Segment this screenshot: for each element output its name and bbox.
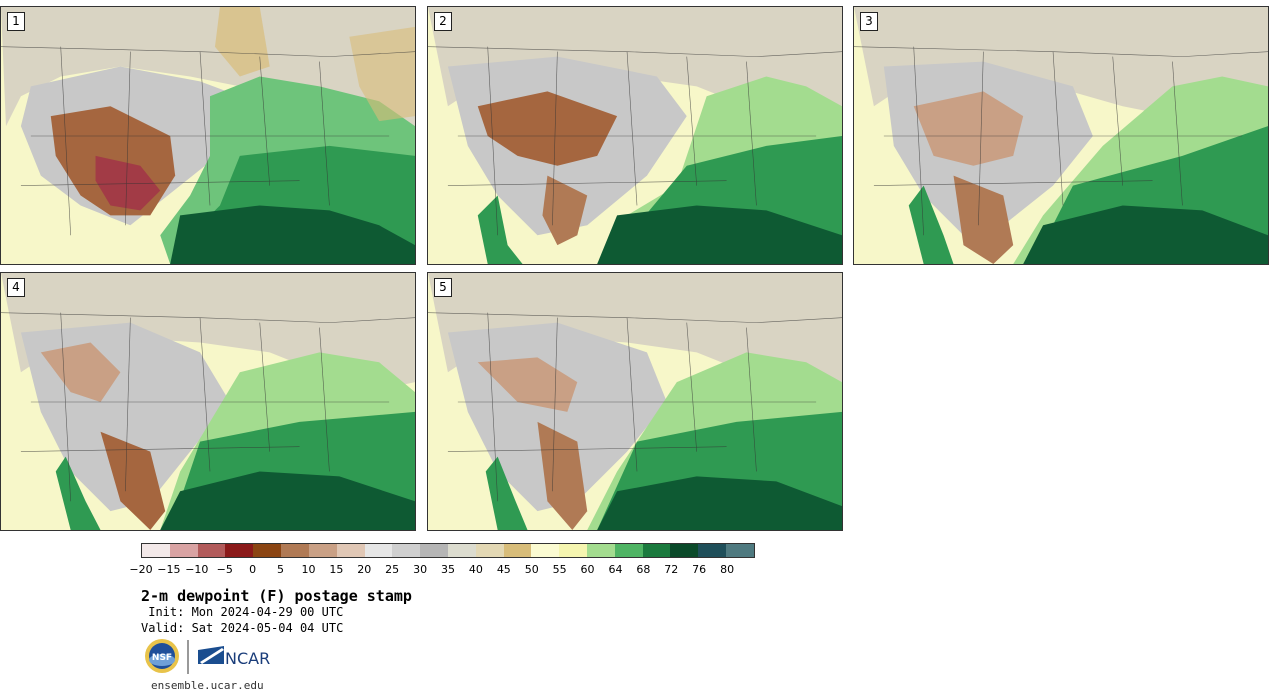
map-panel-2: 2 <box>427 6 843 265</box>
colorbar-tick-label: 35 <box>441 563 455 576</box>
colorbar-swatch <box>364 544 393 557</box>
colorbar-tick-label: 60 <box>580 563 595 576</box>
colorbar-tick-label: 50 <box>524 563 539 576</box>
colorbar-swatch <box>726 544 754 557</box>
colorbar-swatch <box>447 544 476 557</box>
colorbar-swatch <box>614 544 643 557</box>
colorbar-swatch <box>698 544 727 557</box>
map-image <box>428 7 842 264</box>
panel-number-label: 2 <box>434 12 452 31</box>
colorbar-tick-label: 10 <box>301 563 316 576</box>
colorbar-tick-label: −15 <box>157 563 181 576</box>
website-url: ensemble.ucar.edu <box>151 679 264 692</box>
map-image <box>854 7 1268 264</box>
colorbar-tick-label: 55 <box>552 563 567 576</box>
colorbar-tick-label: −5 <box>216 563 233 576</box>
colorbar-swatch <box>308 544 337 557</box>
colorbar-tick-label: −10 <box>185 563 209 576</box>
colorbar-swatch <box>559 544 587 557</box>
map-image <box>1 273 415 530</box>
nsf-logo: NSF <box>145 639 179 673</box>
colorbar-tick-label: 0 <box>249 563 257 576</box>
map-panel-3: 3 <box>853 6 1269 265</box>
map-panel-4: 4 <box>0 272 416 531</box>
colorbar-tick-label: 5 <box>277 563 285 576</box>
colorbar-swatch <box>253 544 282 557</box>
colorbar-swatch <box>225 544 254 557</box>
colorbar-tick-label: −20 <box>129 563 153 576</box>
ncar-logo-text: NCAR <box>225 649 270 668</box>
panel-number-label: 4 <box>7 278 25 297</box>
chart-title: 2-m dewpoint (F) postage stamp <box>141 587 412 605</box>
colorbar-swatch <box>670 544 699 557</box>
colorbar-swatch <box>281 544 309 557</box>
colorbar-tick-label: 45 <box>496 563 511 576</box>
colorbar-tick-labels: −20 −15 −10 −5 0 5 10 15 20 25 30 35 40 45 50 55 60 64 68 7… <box>129 563 755 577</box>
ncar-logo: NCAR <box>198 646 270 668</box>
colorbar <box>141 543 755 558</box>
colorbar-swatch <box>392 544 421 557</box>
colorbar-tick-label: 80 <box>720 563 735 576</box>
colorbar-swatch <box>420 544 448 557</box>
map-image <box>1 7 415 264</box>
logo-graphic: NSF NCAR <box>145 639 270 674</box>
colorbar-tick-label: 76 <box>692 563 707 576</box>
map-panel-1: 1 <box>0 6 416 265</box>
valid-time: Valid: Sat 2024-05-04 04 UTC <box>141 621 344 635</box>
colorbar-swatch <box>642 544 671 557</box>
colorbar-tick-label: 64 <box>608 563 623 576</box>
colorbar-tick-label: 40 <box>468 563 483 576</box>
colorbar-tick-label: 68 <box>636 563 651 576</box>
init-time: Init: Mon 2024-04-29 00 UTC <box>141 605 344 619</box>
colorbar-swatch <box>475 544 504 557</box>
colorbar-swatch <box>587 544 615 557</box>
colorbar-tick-label: 72 <box>664 563 679 576</box>
colorbar-tick-label: 25 <box>385 563 400 576</box>
colorbar-swatch <box>142 544 170 557</box>
nsf-logo-text: NSF <box>152 653 172 663</box>
colorbar-swatch <box>336 544 365 557</box>
panel-number-label: 5 <box>434 278 452 297</box>
logos: NSF NCAR <box>144 638 274 676</box>
colorbar-swatch <box>197 544 226 557</box>
map-panel-5: 5 <box>427 272 843 531</box>
colorbar-swatch <box>169 544 198 557</box>
colorbar-tick-label: 30 <box>413 563 428 576</box>
colorbar-swatch <box>503 544 532 557</box>
panel-number-label: 3 <box>860 12 878 31</box>
panel-number-label: 1 <box>7 12 25 31</box>
colorbar-tick-label: 15 <box>329 563 344 576</box>
colorbar-tick-label: 20 <box>357 563 372 576</box>
map-image <box>428 273 842 530</box>
colorbar-swatch <box>531 544 560 557</box>
